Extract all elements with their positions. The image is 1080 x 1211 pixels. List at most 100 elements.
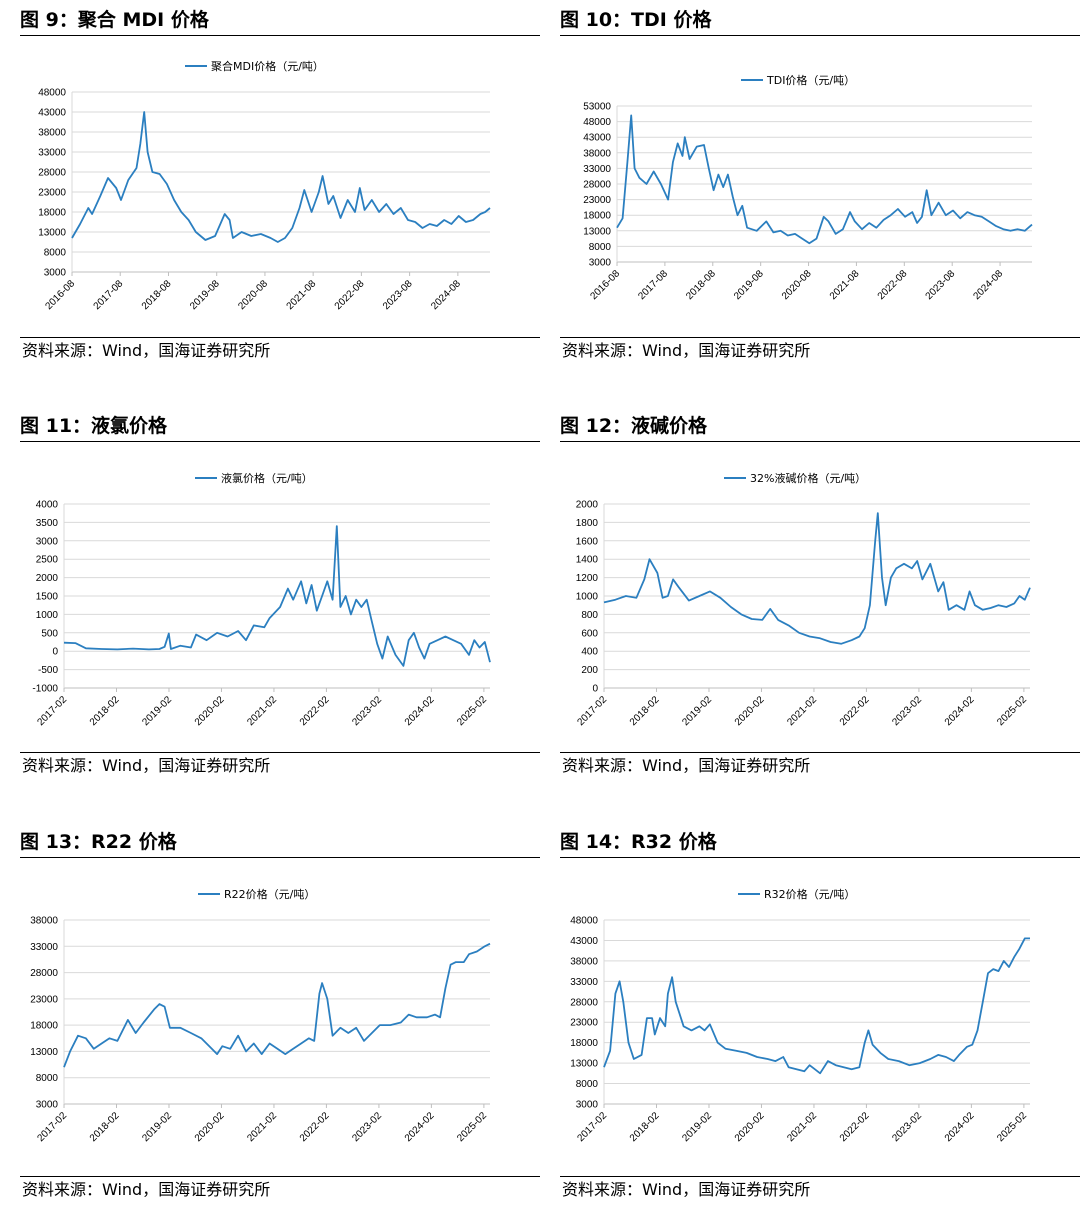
y-tick-label: 0 [52,647,58,658]
x-tick-label: 2021-08 [828,268,862,302]
y-tick-label: 18000 [583,211,611,222]
x-tick-label: 2018-02 [628,1110,662,1144]
x-tick-label: 2021-02 [785,1110,819,1144]
legend: 聚合MDI价格（元/吨） [185,59,324,73]
y-tick-label: 33000 [570,977,598,988]
x-tick-label: 2022-02 [838,694,872,728]
legend-label: 聚合MDI价格（元/吨） [211,59,324,73]
x-tick-label: 2017-02 [575,1110,609,1144]
y-tick-label: 48000 [570,916,598,927]
y-tick-label: 48000 [38,88,66,99]
legend-label: TDI价格（元/吨） [766,73,855,87]
series-line [603,937,1030,1075]
x-tick-label: 2025-02 [995,694,1029,728]
x-tick-label: 2020-08 [236,278,270,312]
y-tick-label: 23000 [38,188,66,199]
y-tick-label: 18000 [570,1038,598,1049]
y-tick-label: 23000 [570,1018,598,1029]
y-tick-label: 23000 [583,195,611,206]
y-tick-label: 3000 [36,1100,59,1111]
x-tick-label: 2016-08 [588,268,622,302]
x-tick-label: 2018-02 [628,694,662,728]
y-tick-label: 33000 [583,164,611,175]
y-tick-label: 600 [581,628,598,639]
figure-title: 图 11：液氯价格 [20,410,540,442]
source-note: 资料来源：Wind，国海证券研究所 [560,752,1080,778]
y-tick-label: 3000 [589,258,612,269]
y-tick-label: 13000 [583,226,611,237]
figure-title: 图 9：聚合 MDI 价格 [20,4,540,36]
series-line [603,512,1031,645]
series-line [71,111,491,243]
y-tick-label: 33000 [38,148,66,159]
y-tick-label: 1000 [576,592,599,603]
x-tick-label: 2016-08 [43,278,77,312]
y-tick-label: 1500 [36,592,59,603]
y-tick-label: 43000 [570,936,598,947]
figure-title: 图 10：TDI 价格 [560,4,1080,36]
y-tick-label: 1400 [576,555,599,566]
figure-panel-mdi: 图 9：聚合 MDI 价格 聚合MDI价格（元/吨） 3000 8000 13000 1… [20,4,540,336]
figure-panel-tdi: 图 10：TDI 价格 TDI价格（元/吨） 3000 8000 13000 18000… [560,4,1080,336]
x-tick-label: 2017-02 [575,694,609,728]
x-tick-label: 2023-02 [350,694,384,728]
y-tick-label: 2000 [36,573,59,584]
figure-panel-r32: 图 14：R32 价格 R32价格（元/吨） 3000 8000 13000 18000… [560,826,1080,1168]
y-tick-label: 400 [581,647,598,658]
x-tick-label: 2017-02 [35,1110,69,1144]
x-tick-label: 2019-02 [140,1110,174,1144]
y-tick-label: 200 [581,665,598,676]
x-tick-label: 2025-02 [455,1110,489,1144]
x-tick-label: 2024-08 [971,268,1005,302]
x-tick-label: 2022-08 [333,278,367,312]
source-note: 资料来源：Wind，国海证券研究所 [20,752,540,778]
y-tick-label: 53000 [583,102,611,113]
y-tick-label: 500 [41,628,58,639]
x-tick-label: 2021-08 [285,278,319,312]
y-tick-label: 3500 [36,518,59,529]
x-tick-label: 2024-02 [403,694,437,728]
x-tick-label: 2022-08 [876,268,910,302]
x-tick-label: 2022-02 [298,1110,332,1144]
y-tick-label: 28000 [30,968,58,979]
x-tick-label: 2024-08 [429,278,463,312]
y-tick-label: 38000 [583,148,611,159]
y-tick-label: 1000 [36,610,59,621]
y-tick-label: 38000 [38,128,66,139]
x-tick-label: 2020-02 [733,1110,767,1144]
y-tick-label: 8000 [576,1079,599,1090]
y-tick-label: 0 [592,684,598,695]
y-tick-label: -1000 [32,684,58,695]
series-line [63,525,491,667]
y-tick-label: 33000 [30,942,58,953]
x-tick-label: 2024-02 [943,1110,977,1144]
x-tick-label: 2018-02 [88,1110,122,1144]
y-tick-label: 3000 [576,1100,599,1111]
legend: TDI价格（元/吨） [741,73,855,87]
x-tick-label: 2018-02 [88,694,122,728]
y-tick-label: 13000 [30,1047,58,1058]
y-tick-label: 8000 [36,1073,59,1084]
x-tick-label: 2024-02 [943,694,977,728]
x-tick-label: 2021-02 [245,1110,279,1144]
figure-title: 图 14：R32 价格 [560,826,1080,858]
legend: 液氯价格（元/吨） [195,471,313,485]
y-tick-label: 2000 [576,500,599,511]
x-tick-label: 2022-02 [838,1110,872,1144]
x-tick-label: 2025-02 [455,694,489,728]
x-tick-label: 2023-02 [890,694,924,728]
y-tick-label: 1200 [576,573,599,584]
y-tick-label: 13000 [38,228,66,239]
x-tick-label: 2021-02 [785,694,819,728]
x-tick-label: 2019-08 [188,278,222,312]
x-tick-label: 2020-02 [193,1110,227,1144]
y-tick-label: 28000 [570,997,598,1008]
caustic-soda-price-chart: 32%液碱价格（元/吨） 0 200 400 600 800 1000 1200 1400 160… [575,471,1031,728]
y-tick-label: 38000 [570,956,598,967]
x-tick-label: 2021-02 [245,694,279,728]
x-tick-label: 2025-02 [995,1110,1029,1144]
y-tick-label: 28000 [583,180,611,191]
x-tick-label: 2020-02 [193,694,227,728]
x-tick-label: 2023-02 [890,1110,924,1144]
source-note: 资料来源：Wind，国海证券研究所 [20,337,540,363]
